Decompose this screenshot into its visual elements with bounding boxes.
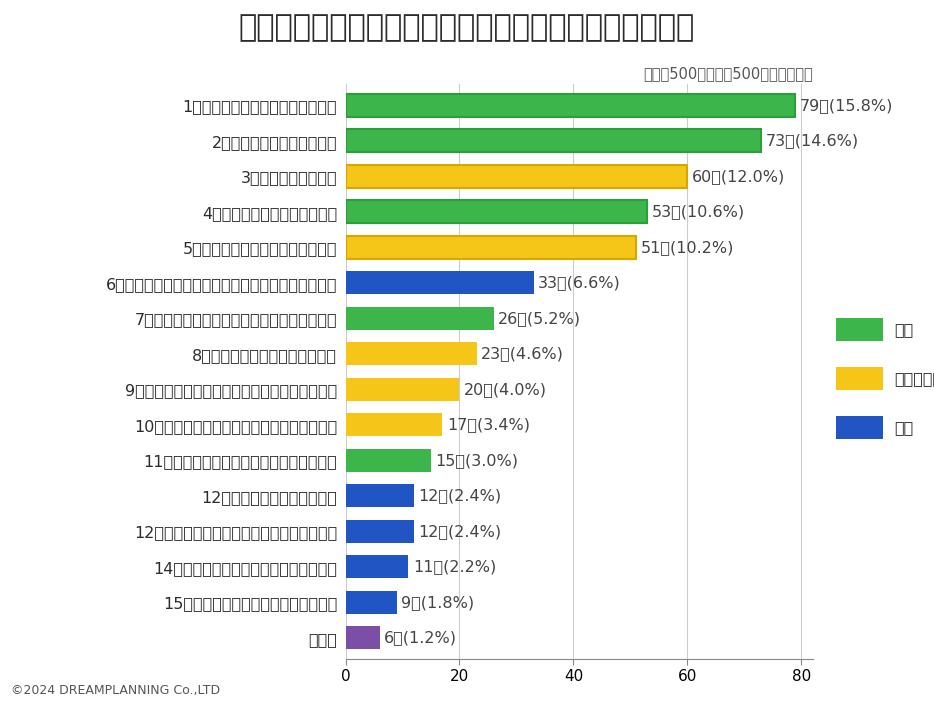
Text: 反対: 反対: [894, 420, 913, 435]
Bar: [346, 165, 687, 188]
Text: 賛成: 賛成: [894, 322, 913, 337]
Bar: [346, 626, 380, 649]
Bar: [346, 94, 796, 117]
Bar: [346, 591, 397, 613]
Bar: [346, 342, 476, 365]
Text: 53人(10.6%): 53人(10.6%): [652, 205, 745, 219]
Bar: [346, 130, 761, 152]
Text: どちらとも言えない: どちらとも言えない: [894, 371, 934, 386]
Bar: [346, 413, 443, 436]
Bar: [346, 271, 533, 294]
Text: 20人(4.0%): 20人(4.0%): [464, 382, 547, 397]
Text: 9人(1.8%): 9人(1.8%): [402, 594, 474, 610]
Text: 79人(15.8%): 79人(15.8%): [800, 98, 894, 113]
Text: 12人(2.4%): 12人(2.4%): [418, 524, 502, 538]
Text: 17人(3.4%): 17人(3.4%): [447, 417, 530, 433]
Bar: [346, 555, 408, 578]
Text: 11人(2.2%): 11人(2.2%): [413, 559, 496, 574]
Text: ふるさと納税について一番近い考えを選んでください。: ふるさと納税について一番近い考えを選んでください。: [239, 13, 695, 43]
Text: ©2024 DREAMPLANNING Co.,LTD: ©2024 DREAMPLANNING Co.,LTD: [11, 684, 220, 697]
Text: 12人(2.4%): 12人(2.4%): [418, 488, 502, 503]
Bar: [346, 307, 494, 330]
Bar: [346, 200, 647, 224]
Text: （ｎ＝500　回答数500　単一回答）: （ｎ＝500 回答数500 単一回答）: [643, 66, 813, 81]
Text: 6人(1.2%): 6人(1.2%): [384, 630, 458, 645]
Bar: [346, 236, 636, 259]
Text: 26人(5.2%): 26人(5.2%): [498, 311, 581, 326]
Text: 15人(3.0%): 15人(3.0%): [435, 453, 518, 468]
Bar: [346, 484, 414, 508]
Text: 51人(10.2%): 51人(10.2%): [641, 240, 734, 255]
Bar: [346, 449, 431, 472]
Bar: [346, 519, 414, 543]
Text: 23人(4.6%): 23人(4.6%): [481, 346, 564, 361]
Text: 60人(12.0%): 60人(12.0%): [692, 169, 785, 184]
Text: 73人(14.6%): 73人(14.6%): [766, 133, 859, 149]
Text: 33人(6.6%): 33人(6.6%): [538, 275, 621, 290]
Bar: [346, 378, 460, 401]
